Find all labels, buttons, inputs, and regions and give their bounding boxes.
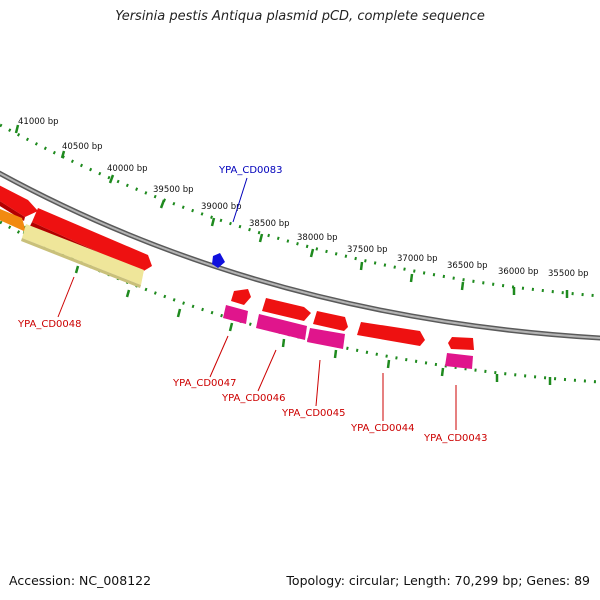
ruler-label-38500: 38500 bp bbox=[249, 219, 290, 229]
gene-label-cd0044[interactable]: YPA_CD0044 bbox=[350, 423, 414, 434]
gene-feature-orange[interactable] bbox=[0, 207, 26, 232]
ruler-label-36000: 36000 bp bbox=[498, 267, 539, 277]
gene-feature-red[interactable] bbox=[32, 208, 152, 272]
gene-label-cd0048[interactable]: YPA_CD0048 bbox=[17, 319, 81, 330]
gene-label-cd0045[interactable]: YPA_CD0045 bbox=[281, 408, 345, 419]
gene-features bbox=[0, 183, 474, 369]
ruler-label-35500: 35500 bp bbox=[548, 269, 589, 279]
ruler-label-37500: 37500 bp bbox=[347, 245, 388, 255]
gene-feature-blue[interactable] bbox=[212, 253, 225, 268]
gene-feature-red[interactable] bbox=[0, 183, 38, 217]
gene-feature-magenta[interactable] bbox=[445, 353, 473, 369]
ruler-label-39000: 39000 bp bbox=[201, 202, 242, 212]
ruler-label-37000: 37000 bp bbox=[397, 254, 438, 264]
gene-feature-magenta[interactable] bbox=[307, 328, 345, 349]
gene-label-cd0043[interactable]: YPA_CD0043 bbox=[423, 433, 487, 444]
gene-label-cd0047[interactable]: YPA_CD0047 bbox=[172, 378, 236, 389]
ruler-labels: 41000 bp 40500 bp 40000 bp 39500 bp 3900… bbox=[18, 117, 589, 279]
topology-summary: Topology: circular; Length: 70,299 bp; G… bbox=[286, 573, 590, 588]
inner-ruler-ticks bbox=[22, 225, 552, 385]
gene-feature-magenta[interactable] bbox=[256, 314, 307, 340]
gene-feature-red[interactable] bbox=[448, 337, 474, 350]
ruler-label-40500: 40500 bp bbox=[62, 142, 103, 152]
gene-feature-red[interactable] bbox=[231, 289, 251, 305]
ruler-label-41000: 41000 bp bbox=[18, 117, 59, 127]
accession-text: Accession: NC_008122 bbox=[9, 573, 152, 588]
gene-feature-magenta[interactable] bbox=[223, 305, 248, 324]
gene-label-cd0046[interactable]: YPA_CD0046 bbox=[221, 393, 285, 404]
gene-feature-red[interactable] bbox=[313, 311, 348, 331]
gene-label-cd0083[interactable]: YPA_CD0083 bbox=[218, 165, 282, 176]
ruler-label-39500: 39500 bp bbox=[153, 185, 194, 195]
gene-feature-red[interactable] bbox=[357, 322, 425, 346]
gene-feature-pale[interactable] bbox=[22, 224, 144, 285]
gene-labels: YPA_CD0083 YPA_CD0048 YPA_CD0047 YPA_CD0… bbox=[17, 165, 487, 444]
label-leaders bbox=[57, 177, 457, 430]
ruler-label-36500: 36500 bp bbox=[447, 261, 488, 271]
map-title: Yersinia pestis Antiqua plasmid pCD, com… bbox=[115, 9, 485, 24]
ruler-label-38000: 38000 bp bbox=[297, 233, 338, 243]
gene-feature-red[interactable] bbox=[262, 298, 311, 321]
outer-ruler-ticks bbox=[14, 124, 569, 298]
ruler-label-40000: 40000 bp bbox=[107, 164, 148, 174]
